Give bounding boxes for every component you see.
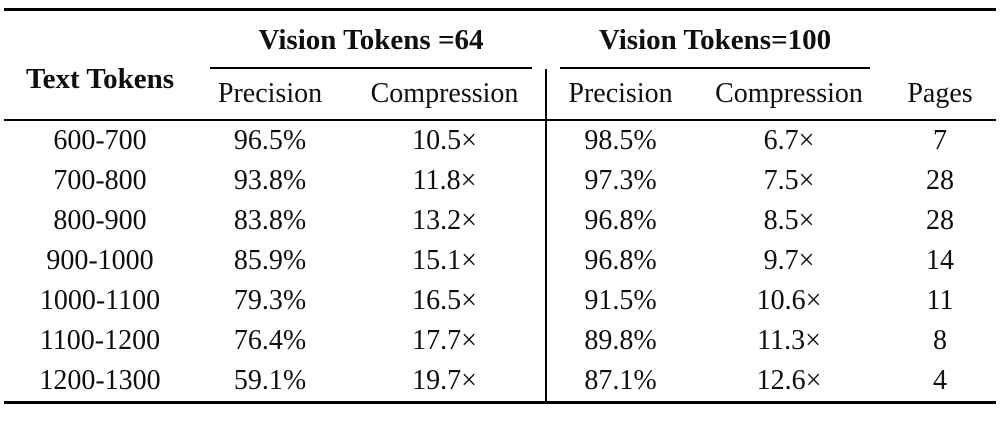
cell-text-tokens-range: 1100-1200 bbox=[39, 325, 161, 356]
cell-vt64-compression: 10.5× bbox=[344, 120, 547, 161]
cell-vt64-compression: 19.7× bbox=[344, 361, 547, 403]
cell-vt100-precision: 98.5% bbox=[584, 125, 657, 156]
cell-vt64-precision: 96.5% bbox=[233, 125, 307, 156]
cell-vt64-compression: 13.2× bbox=[344, 201, 547, 241]
cell-text-tokens-range: 800-900 bbox=[53, 205, 147, 236]
cell-vt64-precision: 79.3% bbox=[233, 285, 307, 316]
cell-vt64-compression: 11.8× bbox=[344, 161, 547, 201]
cell-vt100-compression: 6.7× bbox=[763, 125, 815, 156]
cell-vt64-compression: 15.1× bbox=[344, 241, 547, 281]
cell-pages: 7 bbox=[933, 125, 947, 156]
cell-vt64-precision: 83.8% bbox=[233, 205, 307, 236]
cell-pages: 8 bbox=[933, 325, 947, 356]
subheader-vt100-compression: Compression bbox=[715, 78, 863, 109]
column-header-text-tokens: Text Tokens bbox=[25, 62, 175, 95]
subheader-vt64-precision: Precision bbox=[217, 78, 323, 109]
cell-text-tokens-range: 600-700 bbox=[53, 125, 147, 156]
cell-vt64-compression: 17.7× bbox=[344, 321, 547, 361]
cell-vt100-compression: 8.5× bbox=[763, 205, 815, 236]
pages-header-spacer bbox=[884, 10, 996, 70]
cell-vt100-compression: 10.6× bbox=[756, 285, 822, 316]
cell-text-tokens-range: 900-1000 bbox=[46, 245, 154, 276]
cell-vt100-compression: 7.5× bbox=[763, 165, 815, 196]
cell-vt100-compression: 11.3× bbox=[757, 325, 821, 356]
paper-table-figure: Text Tokens Vision Tokens =64 Vision Tok… bbox=[0, 8, 1000, 428]
cell-pages: 28 bbox=[926, 205, 954, 236]
group-header-vision-tokens-64: Vision Tokens =64 bbox=[196, 10, 546, 70]
cell-pages: 28 bbox=[926, 165, 954, 196]
table-row: 900-1000 85.9% 15.1× 96.8% 9.7× 14 bbox=[4, 241, 996, 281]
table-row: 1200-1300 59.1% 19.7× 87.1% 12.6× 4 bbox=[4, 361, 996, 403]
cell-vt100-compression: 12.6× bbox=[756, 365, 822, 396]
group-header-vision-tokens-100: Vision Tokens=100 bbox=[546, 10, 884, 70]
table-row: 800-900 83.8% 13.2× 96.8% 8.5× 28 bbox=[4, 201, 996, 241]
subheader-vt64-compression: Compression bbox=[344, 69, 547, 120]
cell-vt64-precision: 85.9% bbox=[233, 245, 307, 276]
cell-vt64-compression: 16.5× bbox=[344, 281, 547, 321]
cell-vt64-precision: 93.8% bbox=[233, 165, 307, 196]
subheader-vt100-precision: Precision bbox=[568, 78, 673, 109]
cell-vt100-precision: 96.8% bbox=[584, 205, 657, 236]
column-header-pages: Pages bbox=[907, 78, 973, 109]
cell-text-tokens-range: 700-800 bbox=[53, 165, 147, 196]
cell-vt100-precision: 97.3% bbox=[584, 165, 657, 196]
cell-pages: 11 bbox=[926, 285, 954, 316]
cell-text-tokens-range: 1200-1300 bbox=[39, 365, 161, 396]
cell-pages: 14 bbox=[926, 245, 954, 276]
cell-vt100-compression: 9.7× bbox=[763, 245, 815, 276]
table-row: 700-800 93.8% 11.8× 97.3% 7.5× 28 bbox=[4, 161, 996, 201]
cell-vt100-precision: 87.1% bbox=[584, 365, 657, 396]
cell-vt100-precision: 91.5% bbox=[584, 285, 657, 316]
cell-vt64-precision: 59.1% bbox=[233, 365, 307, 396]
table-row: 1000-1100 79.3% 16.5× 91.5% 10.6× 11 bbox=[4, 281, 996, 321]
table-row: 1100-1200 76.4% 17.7× 89.8% 11.3× 8 bbox=[4, 321, 996, 361]
cell-text-tokens-range: 1000-1100 bbox=[39, 285, 161, 316]
cell-vt100-precision: 89.8% bbox=[584, 325, 657, 356]
cell-vt100-precision: 96.8% bbox=[584, 245, 657, 276]
cell-vt64-precision: 76.4% bbox=[233, 325, 307, 356]
table-row: 600-700 96.5% 10.5× 98.5% 6.7× 7 bbox=[4, 120, 996, 161]
cell-pages: 4 bbox=[933, 365, 947, 396]
results-table: Text Tokens Vision Tokens =64 Vision Tok… bbox=[4, 8, 996, 404]
